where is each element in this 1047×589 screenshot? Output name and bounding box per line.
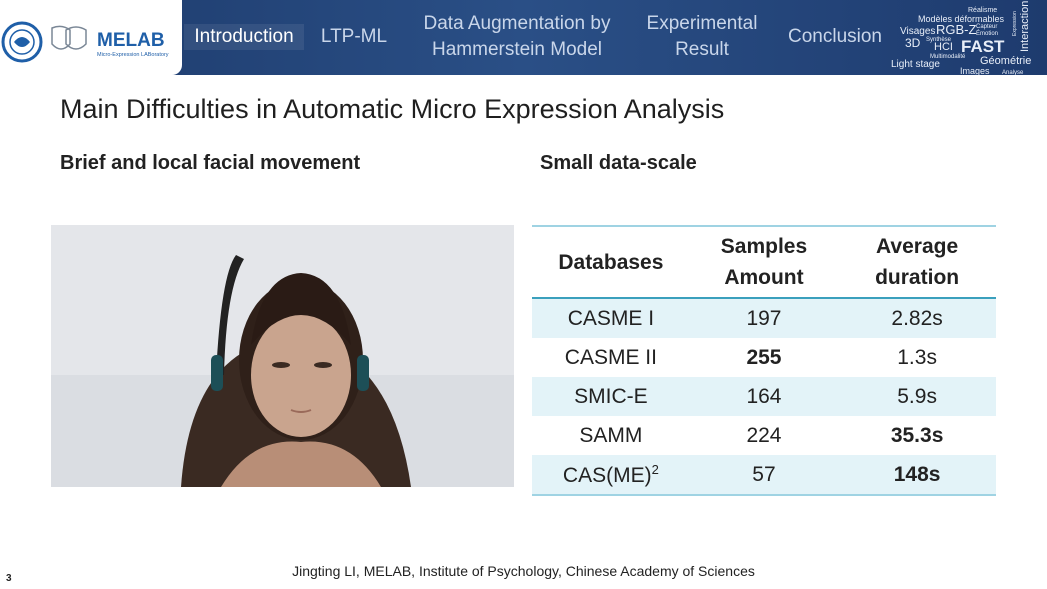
- word: FAST: [961, 37, 1005, 56]
- face-photo: [51, 225, 514, 487]
- table-cell: SAMM: [579, 423, 643, 447]
- logo: MELAB Micro-Expression LABoratory: [1, 21, 169, 63]
- word: Images: [960, 66, 990, 75]
- word: HCI: [934, 41, 953, 53]
- word-cloud: Réalisme Modèles déformables Visages RGB…: [891, 1, 1031, 75]
- table-cell: 224: [746, 423, 782, 447]
- word: Light stage: [891, 59, 940, 70]
- slide-title: Main Difficulties in Automatic Micro Exp…: [60, 94, 725, 124]
- table-cell: 255: [746, 345, 782, 369]
- logo-subtitle: Micro-Expression LABoratory: [97, 52, 169, 58]
- table-row: CASME I 197 2.82s: [532, 298, 996, 338]
- cell-superscript: 2: [651, 461, 659, 477]
- nav-item[interactable]: LTP-ML: [320, 26, 388, 47]
- word: Capteur: [976, 24, 997, 30]
- table-cell: 164: [689, 377, 839, 416]
- word: RGB-Z: [936, 22, 977, 37]
- table-cell: 2.82s: [838, 298, 996, 338]
- word: Géométrie: [980, 55, 1031, 67]
- table-cell: CAS(ME)2: [532, 455, 690, 496]
- column-header: Samples Amount: [689, 225, 839, 299]
- table-row: SAMM 224 35.3s: [532, 416, 996, 455]
- word: Modèles déformables: [918, 14, 1005, 24]
- logo-name: MELAB: [97, 30, 165, 51]
- word: 3D: [905, 36, 921, 50]
- nav-item[interactable]: Data Augmentation by Hammerstein Model: [423, 13, 611, 60]
- left-heading: Brief and local facial movement: [60, 152, 361, 174]
- table-cell: 57: [689, 455, 839, 496]
- table-cell: 1.3s: [897, 345, 937, 369]
- word: Multimodalité: [930, 54, 966, 60]
- table-cell: 197: [689, 298, 839, 338]
- table-row: CASME II 255 1.3s: [532, 338, 996, 377]
- table-cell: 148s: [838, 455, 996, 496]
- table-cell: 5.9s: [838, 377, 996, 416]
- word: Réalisme: [968, 7, 997, 14]
- nav-item[interactable]: Conclusion: [788, 26, 882, 47]
- word: Visages: [900, 26, 935, 37]
- word: Interaction: [1019, 1, 1031, 52]
- word: Émotion: [976, 30, 998, 37]
- table-row: CAS(ME)2 57 148s: [532, 455, 996, 496]
- nav-item[interactable]: Introduction: [184, 24, 304, 50]
- word: Expression: [1012, 11, 1018, 36]
- column-header: Databases: [532, 225, 690, 299]
- table-row: SMIC-E 164 5.9s: [532, 377, 996, 416]
- table-cell: CASME I: [532, 298, 690, 338]
- logo-area: MELAB Micro-Expression LABoratory: [0, 0, 182, 75]
- word: Synthèse: [926, 37, 952, 43]
- right-heading: Small data-scale: [540, 152, 697, 174]
- cell-text: CAS(ME): [562, 463, 652, 487]
- column-header: Average duration: [838, 225, 996, 299]
- word: Analyse: [1002, 70, 1024, 75]
- data-table: Databases Samples Amount Average duration …: [532, 225, 996, 496]
- table-cell: 35.3s: [890, 423, 944, 447]
- table-cell: SMIC-E: [532, 377, 690, 416]
- nav-item[interactable]: Experimental Result: [646, 13, 758, 60]
- footer-credit: Jingting LI, MELAB, Institute of Psychol…: [292, 563, 755, 579]
- table-cell: CASME II: [564, 345, 657, 369]
- page-number: 3: [6, 573, 12, 584]
